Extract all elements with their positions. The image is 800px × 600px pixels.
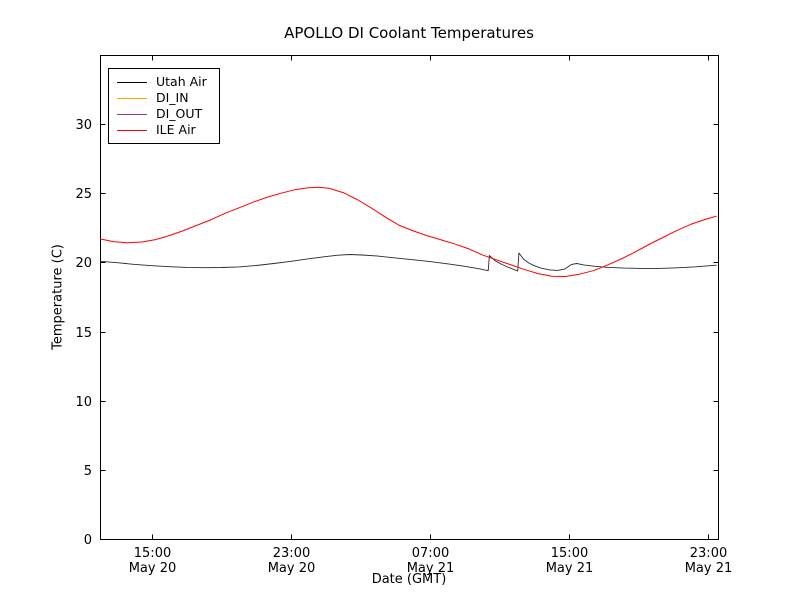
legend: Utah Air DI_IN DI_OUT ILE Air — [108, 68, 220, 144]
x-tick-label-date: May 21 — [685, 561, 733, 576]
legend-item-utah-air: Utah Air — [117, 74, 207, 90]
y-tick-label: 30 — [75, 118, 92, 133]
x-tick-label-date: May 20 — [268, 561, 316, 576]
plot-frame — [100, 55, 719, 540]
y-tick-label: 25 — [75, 187, 92, 202]
x-tick-label-date: May 21 — [407, 561, 455, 576]
series-line-utah-air — [99, 252, 717, 272]
series-line-ile-air — [99, 186, 717, 277]
legend-item-ile-air: ILE Air — [117, 122, 207, 138]
legend-line-sample-di-out — [117, 113, 147, 115]
x-tick-label-time: 23:00 — [273, 546, 310, 561]
legend-label-utah-air: Utah Air — [156, 74, 207, 89]
x-tick-label-time: 23:00 — [690, 546, 727, 561]
legend-line-sample-di-in — [117, 97, 147, 99]
y-axis-label: Temperature (C) — [50, 244, 66, 350]
x-tick-label-time: 15:00 — [134, 546, 171, 561]
legend-line-sample-utah-air — [117, 81, 147, 83]
legend-label-ile-air: ILE Air — [156, 122, 196, 137]
legend-item-di-out: DI_OUT — [117, 106, 207, 122]
x-tick-label-date: May 21 — [546, 561, 594, 576]
y-tick-label: 5 — [84, 464, 92, 479]
chart-title: APOLLO DI Coolant Temperatures — [284, 24, 534, 42]
x-tick-label-time: 15:00 — [551, 546, 588, 561]
x-tick-label-time: 07:00 — [412, 546, 449, 561]
y-tick-label: 15 — [75, 326, 92, 341]
x-axis-label: Date (GMT) — [371, 572, 447, 587]
y-tick-label: 10 — [75, 395, 92, 410]
legend-line-sample-ile-air — [117, 129, 147, 131]
y-tick-label: 0 — [84, 533, 92, 548]
legend-label-di-in: DI_IN — [156, 90, 189, 105]
legend-label-di-out: DI_OUT — [156, 106, 203, 121]
x-tick-label-date: May 20 — [129, 561, 177, 576]
legend-item-di-in: DI_IN — [117, 90, 207, 106]
y-tick-label: 20 — [75, 256, 92, 271]
